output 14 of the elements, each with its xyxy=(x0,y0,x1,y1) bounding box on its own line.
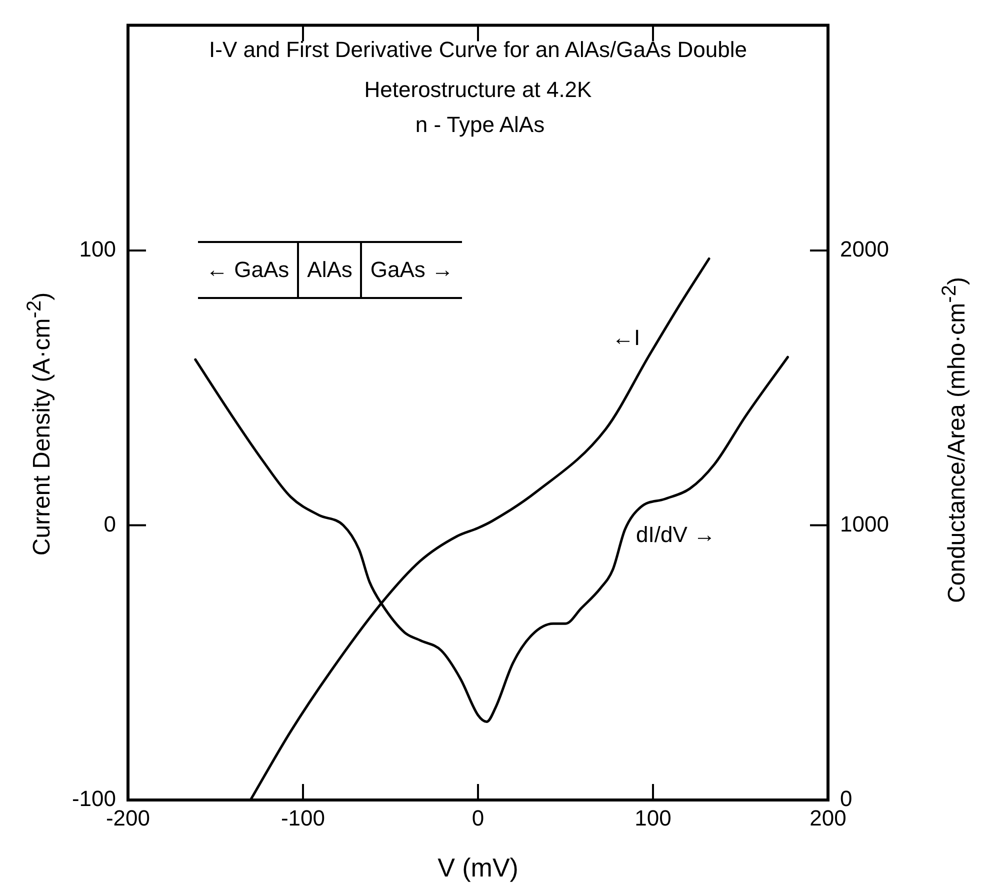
text: n - Type AlAs xyxy=(414,112,546,138)
x-tick-label: 0 xyxy=(472,805,484,830)
x-tick-label: 100 xyxy=(634,805,672,830)
y-tick-label: 0 xyxy=(104,511,116,536)
x-axis-title: V (mV) xyxy=(438,852,518,883)
annotation: ←I xyxy=(612,325,640,351)
y2-tick-label: 1000 xyxy=(840,511,889,536)
y-tick-label: 100 xyxy=(79,236,116,262)
annotation: ← GaAs xyxy=(205,256,290,284)
annotation: dI/dV → xyxy=(636,522,716,548)
annotation: GaAs → xyxy=(360,243,462,297)
y2-tick-label: 2000 xyxy=(840,236,889,262)
annotation: AlAs xyxy=(297,243,360,297)
x-tick-label: -100 xyxy=(280,805,326,830)
